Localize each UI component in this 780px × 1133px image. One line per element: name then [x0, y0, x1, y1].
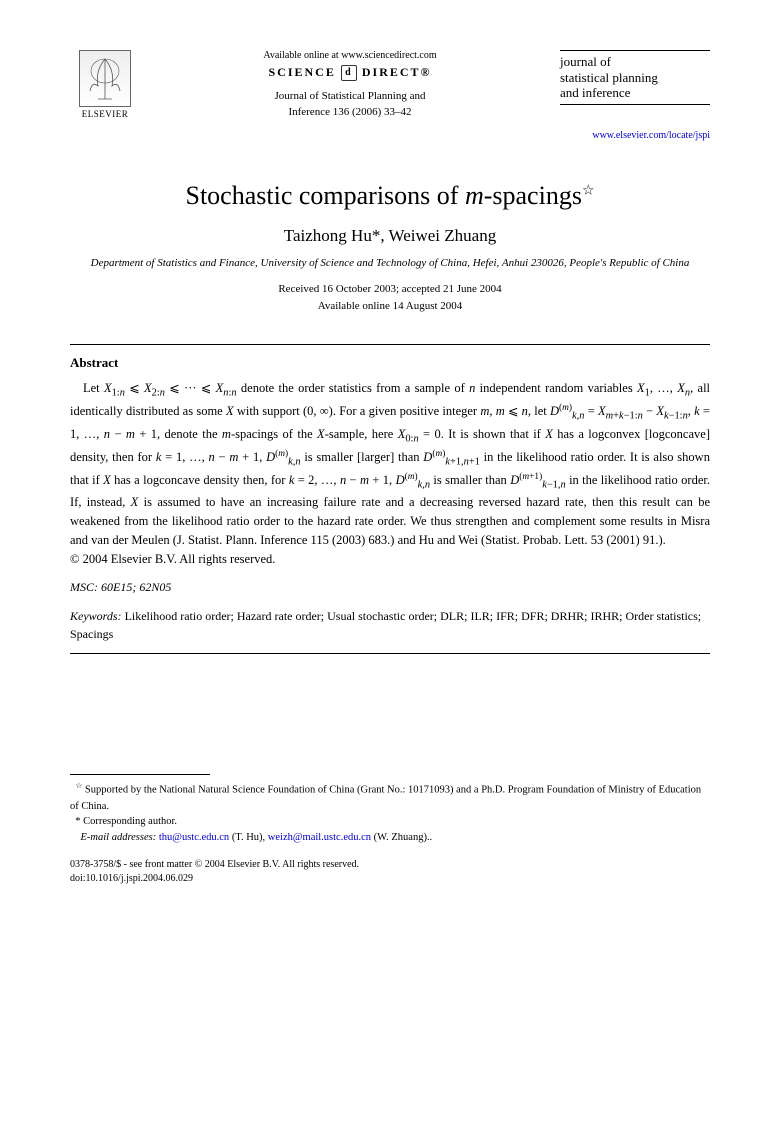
science-direct-logo: SCIENCE d DIRECT®	[150, 65, 550, 81]
keywords-line: Keywords: Likelihood ratio order; Hazard…	[70, 607, 710, 643]
author-sep: ,	[380, 226, 388, 245]
header-row: ELSEVIER Available online at www.science…	[70, 50, 710, 141]
title-var-m: m	[465, 181, 484, 210]
affiliation: Department of Statistics and Finance, Un…	[70, 256, 710, 271]
divider-bottom	[70, 653, 710, 654]
footnote-star-icon: ☆	[75, 781, 82, 790]
doi-line: doi:10.1016/j.jspi.2004.06.029	[70, 872, 710, 886]
journal-title-l1: journal of	[560, 54, 710, 70]
email-who-1: (T. Hu),	[229, 832, 268, 843]
science-direct-text-2: DIRECT®	[362, 65, 432, 79]
journal-ref-line1: Journal of Statistical Planning and	[150, 89, 550, 104]
footnote-emails: E-mail addresses: thu@ustc.edu.cn (T. Hu…	[70, 830, 710, 846]
journal-title-box: journal of statistical planning and infe…	[560, 50, 710, 141]
available-online-text: Available online at www.sciencedirect.co…	[150, 50, 550, 61]
email-link-1[interactable]: thu@ustc.edu.cn	[159, 832, 229, 843]
journal-title-l3: and inference	[560, 85, 710, 101]
article-title: Stochastic comparisons of m-spacings☆	[70, 181, 710, 211]
footnote-corresponding: * Corresponding author.	[70, 814, 710, 830]
footnote-funding: ☆ Supported by the National Natural Scie…	[70, 780, 710, 814]
title-footnote-star: ☆	[582, 183, 595, 198]
title-text-pre: Stochastic comparisons of	[186, 181, 465, 210]
issn-line: 0378-3758/$ - see front matter © 2004 El…	[70, 858, 710, 872]
abstract-body: Let X1:n ⩽ X2:n ⩽ ··· ⩽ Xn:n denote the …	[70, 379, 710, 568]
divider-top	[70, 344, 710, 345]
footnote-funding-text: Supported by the National Natural Scienc…	[70, 785, 701, 812]
available-date: Available online 14 August 2004	[70, 298, 710, 315]
msc-label: MSC:	[70, 580, 98, 594]
journal-url-link[interactable]: www.elsevier.com/locate/jspi	[560, 130, 710, 141]
abstract-copyright: © 2004 Elsevier B.V. All rights reserved…	[70, 552, 275, 566]
journal-title-l2: statistical planning	[560, 70, 710, 86]
journal-title: journal of statistical planning and infe…	[560, 54, 710, 101]
author-2: Weiwei Zhuang	[389, 226, 497, 245]
abstract-label: Abstract	[70, 355, 710, 371]
publisher-name: ELSEVIER	[82, 109, 129, 119]
email-who-2: (W. Zhuang)..	[371, 832, 432, 843]
science-direct-icon: d	[341, 65, 357, 81]
author-1: Taizhong Hu	[284, 226, 372, 245]
email-link-2[interactable]: weizh@mail.ustc.edu.cn	[268, 832, 371, 843]
corresponding-author-label: * Corresponding author.	[75, 816, 177, 827]
msc-line: MSC: 60E15; 62N05	[70, 580, 710, 595]
footnote-separator	[70, 774, 210, 775]
journal-reference: Journal of Statistical Planning and Infe…	[150, 89, 550, 120]
authors: Taizhong Hu*, Weiwei Zhuang	[70, 226, 710, 246]
article-dates: Received 16 October 2003; accepted 21 Ju…	[70, 281, 710, 314]
title-text-post: -spacings	[484, 181, 582, 210]
email-label: E-mail addresses:	[81, 832, 157, 843]
elsevier-tree-icon	[79, 50, 131, 107]
page-container: ELSEVIER Available online at www.science…	[0, 0, 780, 936]
keywords-label: Keywords:	[70, 609, 122, 623]
center-header: Available online at www.sciencedirect.co…	[140, 50, 560, 120]
science-direct-text-1: SCIENCE	[269, 65, 336, 79]
received-date: Received 16 October 2003; accepted 21 Ju…	[70, 281, 710, 298]
journal-ref-line2: Inference 136 (2006) 33–42	[150, 105, 550, 120]
keywords-text: Likelihood ratio order; Hazard rate orde…	[70, 609, 701, 641]
msc-codes: 60E15; 62N05	[98, 580, 171, 594]
publisher-logo: ELSEVIER	[70, 50, 140, 130]
footnotes: ☆ Supported by the National Natural Scie…	[70, 774, 710, 886]
footer-copyright: 0378-3758/$ - see front matter © 2004 El…	[70, 858, 710, 886]
